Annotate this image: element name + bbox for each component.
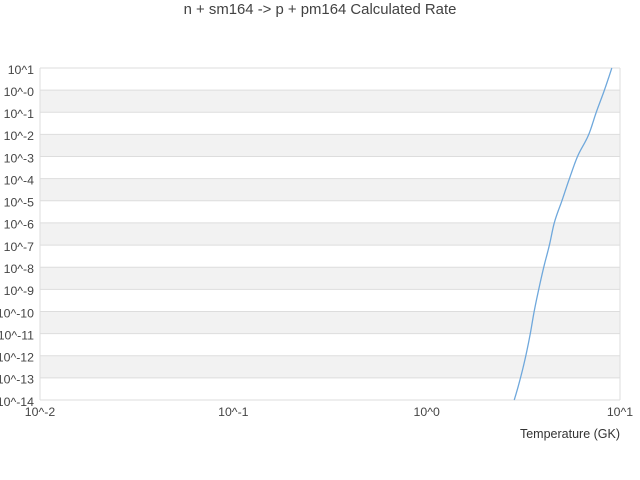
svg-text:10^-2: 10^-2 [4, 129, 35, 143]
svg-text:10^1: 10^1 [8, 63, 34, 77]
svg-text:10^-9: 10^-9 [4, 284, 35, 298]
svg-text:10^-1: 10^-1 [218, 405, 249, 419]
svg-text:10^1: 10^1 [607, 405, 633, 419]
svg-text:10^-0: 10^-0 [4, 85, 35, 99]
svg-text:10^-12: 10^-12 [0, 351, 34, 365]
svg-text:10^-11: 10^-11 [0, 328, 34, 342]
svg-text:10^-10: 10^-10 [0, 306, 34, 320]
svg-text:10^0: 10^0 [414, 405, 440, 419]
svg-text:10^-8: 10^-8 [4, 262, 35, 276]
svg-text:10^-3: 10^-3 [4, 151, 35, 165]
svg-text:10^-6: 10^-6 [4, 218, 35, 232]
svg-text:10^-2: 10^-2 [25, 405, 56, 419]
svg-text:10^-5: 10^-5 [4, 196, 35, 210]
svg-text:10^-13: 10^-13 [0, 373, 34, 387]
svg-text:10^-7: 10^-7 [4, 240, 35, 254]
svg-text:10^-4: 10^-4 [4, 173, 35, 187]
svg-text:Temperature (GK): Temperature (GK) [520, 427, 620, 441]
svg-text:10^-1: 10^-1 [4, 107, 35, 121]
